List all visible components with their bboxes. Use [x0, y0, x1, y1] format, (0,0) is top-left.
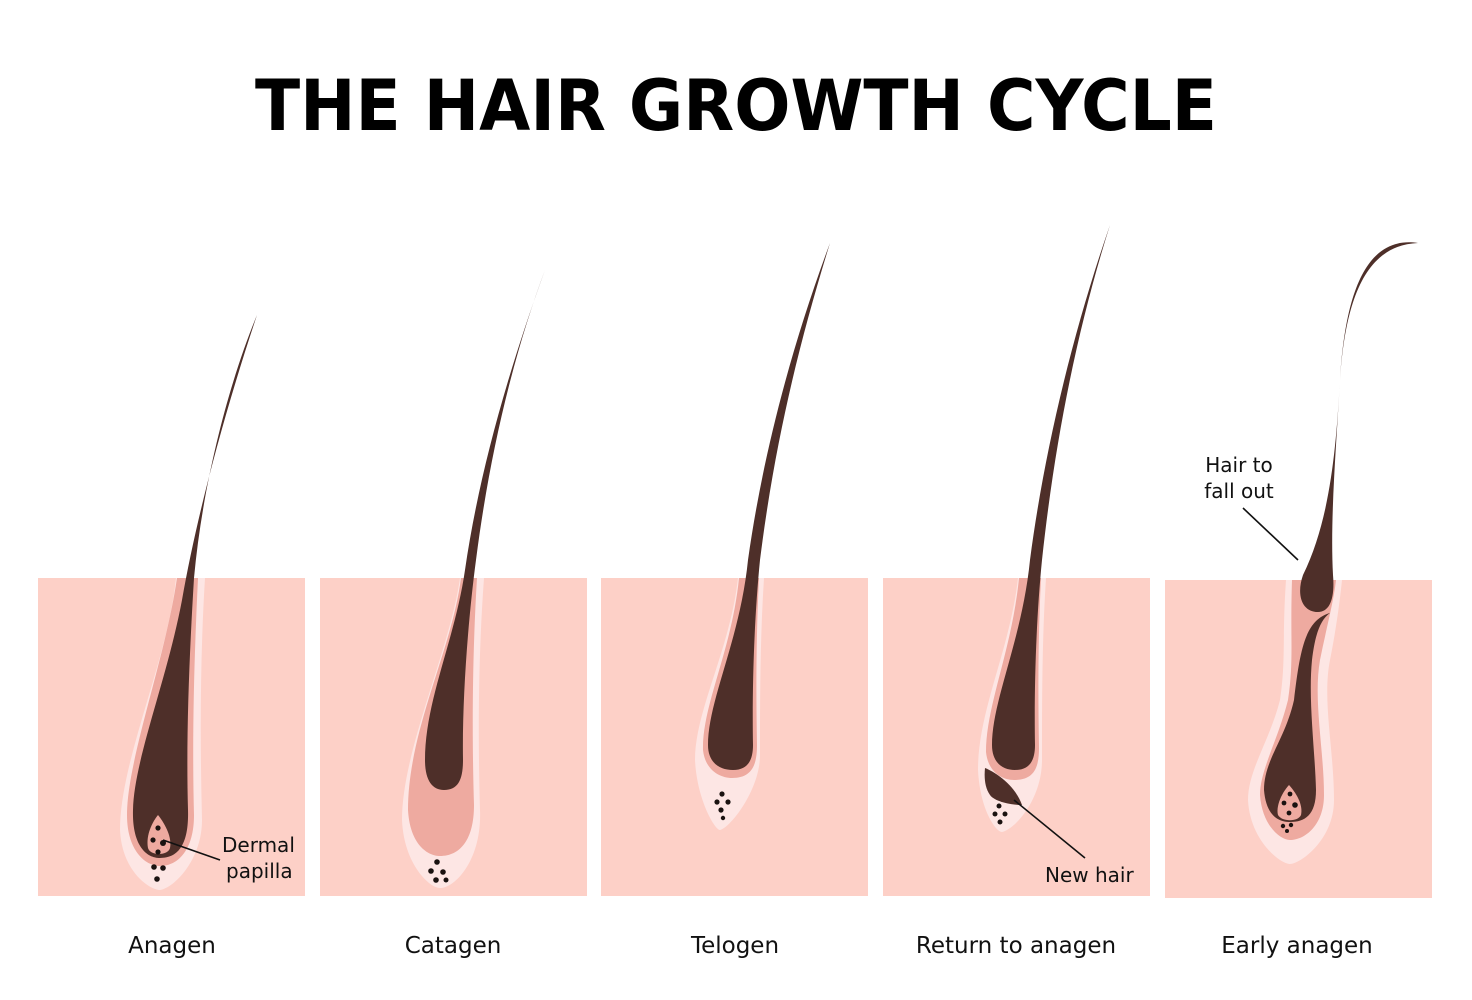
cell-dot [155, 849, 161, 855]
stage-label: Telogen [690, 933, 779, 959]
cell-dot [1287, 791, 1293, 797]
annotation-new-hair: New hair [1045, 863, 1134, 887]
cell-dot [1280, 823, 1286, 829]
cell-dot [151, 864, 157, 870]
cell-dot [154, 876, 160, 882]
cell-dot [1292, 802, 1298, 808]
cell-dot [428, 868, 434, 874]
stage-label: Early anagen [1221, 933, 1373, 959]
stage-label: Anagen [128, 933, 216, 959]
cell-dot [160, 865, 166, 871]
diagram-title: THE HAIR GROWTH CYCLE [255, 65, 1217, 147]
cell-dot [992, 811, 998, 817]
annotation-fall-out: fall out [1204, 479, 1274, 503]
hair-shaft [708, 243, 830, 770]
cell-dot [718, 807, 724, 813]
stage-anagen: Dermal papilla Anagen [38, 315, 305, 959]
hair-to-fall-out [1300, 242, 1418, 613]
cell-dot [1002, 811, 1008, 817]
cell-dot [1285, 829, 1289, 833]
new-hair [984, 768, 1022, 805]
stage-early-anagen: Hair to fall out Early anagen [1165, 242, 1432, 959]
annotation-papilla: papilla [226, 859, 293, 883]
cell-dot [433, 877, 439, 883]
hair-shaft [425, 270, 545, 790]
cell-dot [725, 799, 731, 805]
leader-line [1242, 507, 1299, 561]
cell-dot [714, 799, 720, 805]
cell-dot [434, 859, 440, 865]
cell-dot [1281, 800, 1287, 806]
hair-shaft [992, 225, 1110, 770]
hair-shaft [132, 315, 257, 858]
annotation-dermal: Dermal [222, 833, 295, 857]
cell-dot [440, 869, 446, 875]
stage-catagen: Catagen [320, 270, 587, 959]
leader-line [162, 839, 221, 861]
cell-dot [719, 791, 725, 797]
new-hair-shaft [1264, 613, 1330, 822]
cell-dot [160, 840, 166, 846]
cell-dot [155, 825, 161, 831]
dermal-papilla [1277, 785, 1302, 821]
cell-dot [997, 819, 1003, 825]
cell-dot [996, 803, 1002, 809]
cell-dot [150, 837, 156, 843]
stage-label: Catagen [405, 933, 502, 959]
cell-dot [1286, 810, 1292, 816]
annotation-hair-to: Hair to [1205, 453, 1273, 477]
stage-return-to-anagen: New hair Return to anagen [883, 225, 1150, 959]
cell-dot [443, 877, 449, 883]
leader-line [1013, 799, 1086, 859]
stage-label: Return to anagen [916, 933, 1116, 959]
stage-telogen: Telogen [601, 243, 868, 959]
cell-dot [1288, 822, 1294, 828]
cell-dot [720, 815, 726, 821]
